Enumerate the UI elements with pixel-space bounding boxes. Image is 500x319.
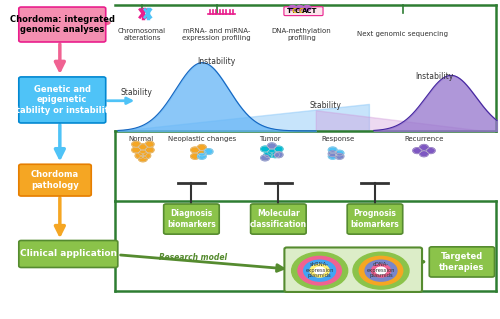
Circle shape	[304, 260, 336, 281]
FancyBboxPatch shape	[284, 248, 422, 292]
Circle shape	[360, 256, 403, 285]
Circle shape	[264, 152, 273, 158]
Text: Clinical application: Clinical application	[20, 249, 117, 258]
FancyBboxPatch shape	[250, 204, 306, 234]
FancyBboxPatch shape	[347, 204, 403, 234]
Circle shape	[353, 252, 409, 289]
Text: Research model: Research model	[158, 253, 226, 262]
Circle shape	[298, 256, 342, 285]
Text: Molecular
classification: Molecular classification	[250, 209, 307, 229]
Text: TT: TT	[287, 8, 297, 14]
Text: Chordoma: integrated
genomic analyses: Chordoma: integrated genomic analyses	[10, 15, 115, 34]
Circle shape	[198, 150, 206, 156]
Circle shape	[303, 5, 311, 11]
Circle shape	[132, 141, 140, 147]
FancyBboxPatch shape	[284, 7, 323, 16]
Circle shape	[274, 152, 283, 158]
Circle shape	[138, 144, 147, 150]
Text: Stability: Stability	[120, 88, 152, 97]
FancyBboxPatch shape	[430, 247, 494, 277]
Text: Chromosomal
alterations: Chromosomal alterations	[118, 27, 166, 41]
Circle shape	[328, 153, 337, 159]
Circle shape	[426, 148, 435, 153]
Circle shape	[204, 149, 213, 154]
Circle shape	[292, 252, 348, 289]
Text: Instability: Instability	[415, 72, 453, 81]
Circle shape	[190, 153, 200, 159]
Circle shape	[198, 153, 206, 159]
FancyBboxPatch shape	[19, 7, 106, 42]
Circle shape	[268, 149, 276, 155]
FancyBboxPatch shape	[19, 164, 91, 196]
Circle shape	[142, 153, 150, 159]
Circle shape	[138, 156, 147, 162]
Circle shape	[260, 155, 270, 161]
Text: Tumor: Tumor	[259, 136, 280, 142]
Circle shape	[198, 145, 206, 150]
Text: Neoplastic changes: Neoplastic changes	[168, 136, 236, 142]
Text: Genetic and
epigenetic
stability or instability: Genetic and epigenetic stability or inst…	[10, 85, 114, 115]
Circle shape	[132, 147, 140, 153]
Text: Normal: Normal	[128, 136, 154, 142]
Circle shape	[328, 151, 337, 157]
Text: G: G	[299, 8, 304, 14]
Text: CC: CC	[294, 8, 305, 14]
Circle shape	[268, 143, 276, 149]
Circle shape	[138, 150, 147, 156]
FancyBboxPatch shape	[19, 241, 118, 268]
Circle shape	[146, 141, 154, 147]
Circle shape	[135, 153, 144, 159]
Circle shape	[146, 147, 154, 153]
Circle shape	[328, 147, 337, 153]
Text: Chordoma
pathology: Chordoma pathology	[31, 170, 79, 190]
Text: cDNA-
expression
plasmids: cDNA- expression plasmids	[366, 262, 395, 278]
Text: G: G	[291, 8, 297, 14]
Circle shape	[274, 146, 283, 152]
Circle shape	[271, 152, 280, 158]
Text: Prognosis
biomarkers: Prognosis biomarkers	[350, 209, 400, 229]
Circle shape	[314, 267, 325, 274]
Circle shape	[296, 5, 304, 11]
Circle shape	[420, 145, 428, 150]
Circle shape	[335, 153, 344, 159]
Text: Stability: Stability	[310, 101, 342, 110]
Text: Instability: Instability	[198, 56, 236, 65]
Circle shape	[335, 150, 344, 156]
Text: mRNA- and miRNA-
expression profiling: mRNA- and miRNA- expression profiling	[182, 27, 251, 41]
Circle shape	[190, 147, 200, 153]
Text: Diagnosis
biomarkers: Diagnosis biomarkers	[167, 209, 216, 229]
FancyBboxPatch shape	[19, 77, 106, 123]
Circle shape	[372, 264, 390, 277]
Circle shape	[310, 264, 330, 277]
Circle shape	[289, 5, 296, 11]
Text: Response: Response	[321, 136, 354, 142]
Circle shape	[420, 151, 428, 157]
Circle shape	[376, 267, 386, 274]
Circle shape	[413, 148, 422, 153]
Text: DNA-methylation
profiling: DNA-methylation profiling	[272, 27, 331, 41]
Text: Recurrence: Recurrence	[405, 136, 444, 142]
Text: shRNA-
expression
plasmids: shRNA- expression plasmids	[306, 262, 334, 278]
Circle shape	[260, 146, 270, 152]
Text: Next genomic sequencing: Next genomic sequencing	[357, 31, 448, 37]
Circle shape	[365, 260, 397, 281]
FancyBboxPatch shape	[164, 204, 219, 234]
Text: Targeted
therapies: Targeted therapies	[439, 252, 484, 272]
Text: ACT: ACT	[302, 8, 318, 14]
